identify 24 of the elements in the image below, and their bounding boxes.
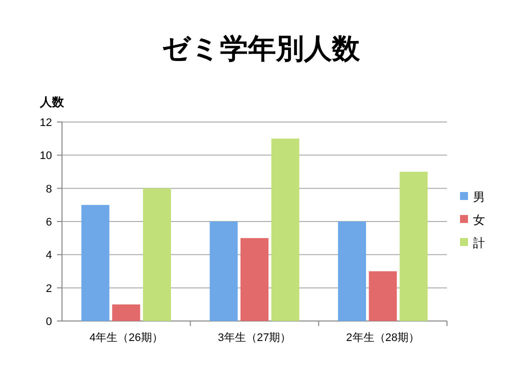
y-tick-label: 4 (46, 250, 52, 262)
bar (400, 172, 428, 321)
x-tick-label: 4年生（26期） (89, 331, 163, 344)
legend-label: 男 (473, 190, 485, 204)
x-tick-label: 3年生（27期） (218, 331, 292, 344)
y-tick-label: 6 (46, 216, 52, 228)
bar (142, 188, 171, 321)
y-tick-label: 8 (46, 183, 52, 196)
y-tick-label: 0 (46, 316, 52, 328)
bar (368, 271, 397, 321)
bar (240, 238, 268, 321)
y-tick-label: 2 (46, 282, 52, 295)
bar (112, 304, 140, 321)
bar (338, 222, 366, 321)
y-axis-title: 人数 (39, 95, 65, 109)
bar (81, 204, 110, 321)
bar (271, 138, 300, 321)
legend-label: 女 (473, 213, 485, 227)
bar (210, 222, 238, 321)
x-tick-label: 2年生（28期） (346, 331, 420, 344)
y-tick-label: 12 (40, 117, 52, 129)
y-tick-label: 10 (40, 150, 52, 162)
legend-label: 計 (473, 236, 485, 250)
chart-title: ゼミ学年別人数 (162, 33, 361, 64)
